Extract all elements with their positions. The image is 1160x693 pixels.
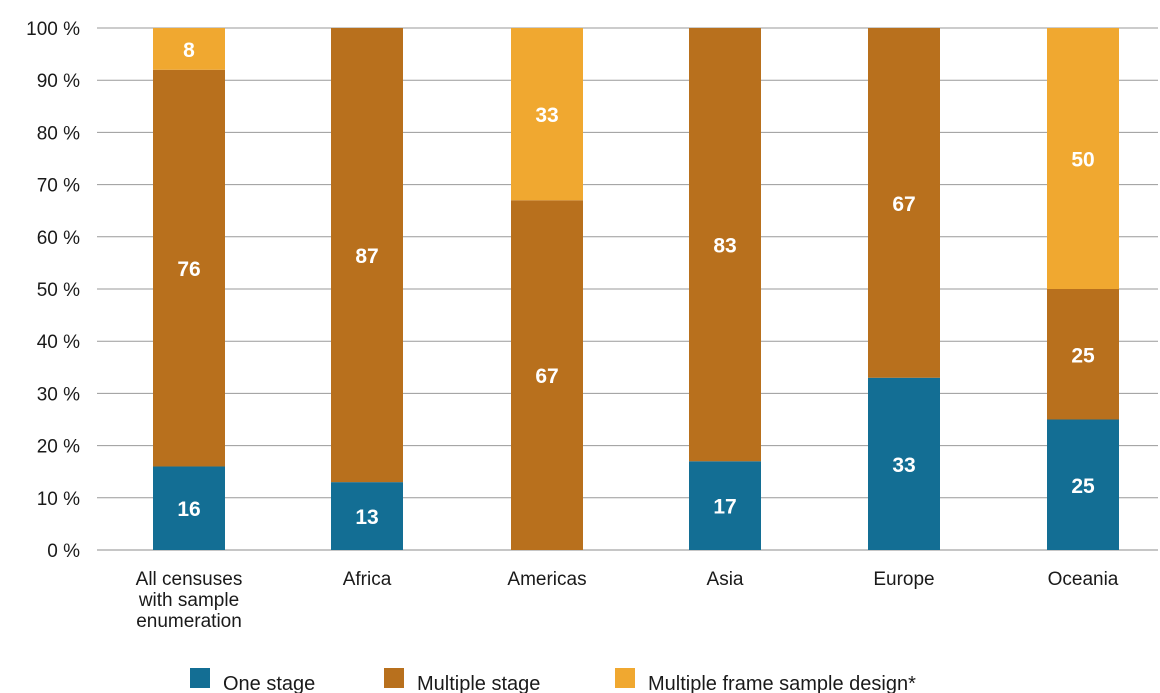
bar-segment-2-2 — [511, 28, 583, 201]
bar-segment-3-1 — [689, 28, 761, 462]
y-tick-label-50: 50 % — [37, 280, 80, 301]
bar-segment-0-0 — [153, 466, 225, 550]
legend-swatch-2 — [615, 668, 635, 688]
data-label-0-1: 76 — [177, 258, 200, 281]
bar-segment-5-1 — [1047, 289, 1119, 420]
y-tick-label-30: 30 % — [37, 384, 80, 405]
data-label-5-2: 50 — [1071, 149, 1094, 172]
y-axis: 0 % 10 % 20 % 30 % 40 % 50 % 60 % 70 % 80 % 90 % 1… — [26, 19, 80, 562]
y-tick-label-100: 100 % — [26, 19, 80, 40]
data-label-0-2: 8 — [183, 39, 195, 62]
bar-segment-5-0 — [1047, 419, 1119, 550]
x-tick-label-4: Europe — [873, 569, 934, 590]
data-label-4-0: 33 — [892, 454, 915, 477]
bar-segment-5-2 — [1047, 28, 1119, 289]
legend-label-1: Multiple stage — [417, 673, 540, 693]
x-tick-label-0-line-0: All censuses — [136, 569, 243, 590]
y-tick-label-20: 20 % — [37, 437, 80, 458]
bar-segment-2-1 — [511, 200, 583, 550]
bar-segment-0-1 — [153, 69, 225, 467]
x-tick-label-0-line-2: enumeration — [136, 611, 242, 632]
x-tick-label-5: Oceania — [1048, 569, 1119, 590]
data-label-2-1: 67 — [535, 365, 558, 388]
y-tick-label-40: 40 % — [37, 332, 80, 353]
bar-segment-4-1 — [868, 28, 940, 378]
data-label-2-2: 33 — [535, 104, 558, 127]
bar-segment-1-0 — [331, 482, 403, 550]
legend-label-0: One stage — [223, 673, 315, 693]
data-label-3-1: 83 — [713, 235, 736, 258]
data-label-4-1: 67 — [892, 193, 915, 216]
data-label-5-0: 25 — [1071, 475, 1095, 498]
y-tick-label-80: 80 % — [37, 123, 80, 144]
y-tick-label-0: 0 % — [47, 541, 80, 562]
legend-label-2: Multiple frame sample design* — [648, 673, 916, 693]
x-tick-label-1: Africa — [343, 569, 392, 590]
bar-segment-3-0 — [689, 461, 761, 550]
x-tick-label-0-line-1: with sample — [138, 590, 239, 611]
gridlines — [97, 27, 1158, 551]
y-tick-label-10: 10 % — [37, 489, 80, 510]
data-label-3-0: 17 — [713, 496, 736, 519]
legend: One stage Multiple stage Multiple frame sa… — [190, 668, 916, 693]
y-tick-label-60: 60 % — [37, 228, 80, 249]
data-label-1-1: 87 — [355, 245, 378, 268]
legend-swatch-0 — [190, 668, 210, 688]
y-tick-label-70: 70 % — [37, 176, 80, 197]
y-tick-label-90: 90 % — [37, 71, 80, 92]
bar-segment-4-0 — [868, 377, 940, 550]
x-tick-label-2: Americas — [507, 569, 586, 590]
bar-segment-1-1 — [331, 28, 403, 483]
data-label-1-0: 13 — [355, 506, 378, 529]
legend-swatch-1 — [384, 668, 404, 688]
bar-segment-0-2 — [153, 28, 225, 70]
bars — [153, 28, 1119, 550]
data-labels: 16 76 8 13 87 67 33 17 83 33 67 25 25 50 — [177, 39, 1095, 529]
x-tick-label-3: Asia — [707, 569, 744, 590]
data-label-5-1: 25 — [1071, 344, 1095, 367]
data-label-0-0: 16 — [177, 498, 200, 521]
